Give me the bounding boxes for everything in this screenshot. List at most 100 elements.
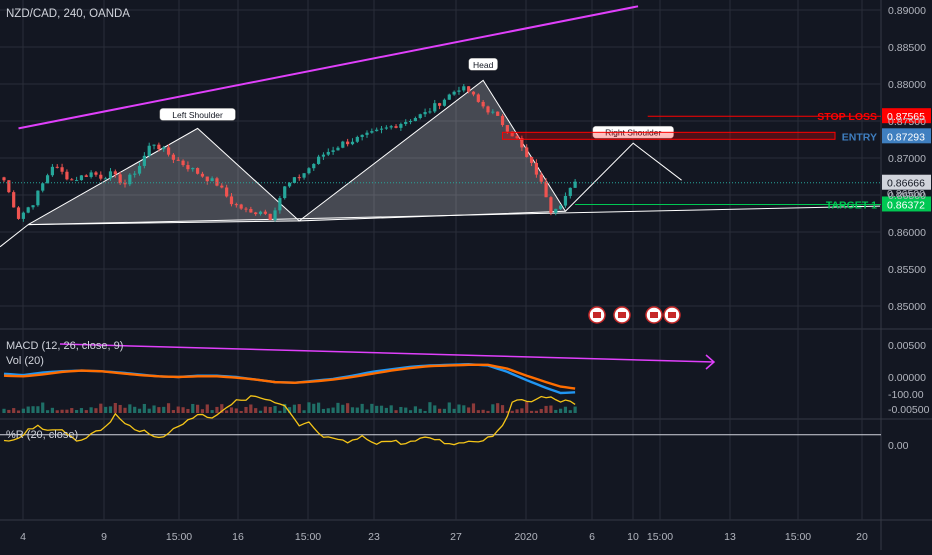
volume-bar (336, 402, 340, 413)
candle-body (55, 166, 59, 168)
volume-bar (152, 405, 156, 413)
candle-body (157, 144, 161, 150)
volume-bar (41, 402, 45, 413)
candle-body (408, 121, 413, 123)
candle-body (16, 207, 21, 219)
time-tick-label: 15:00 (166, 531, 192, 543)
candle-body (384, 127, 388, 129)
level-price-tag (882, 108, 931, 124)
volume-bar (346, 403, 350, 413)
candle-body (394, 126, 398, 128)
time-tick-label: 15:00 (785, 531, 811, 543)
candle-body (539, 174, 543, 182)
candle-body (500, 115, 505, 126)
candle-body (268, 213, 272, 220)
candle-body (84, 175, 88, 177)
candle-body (75, 180, 79, 182)
volume-bar (365, 409, 369, 413)
volume-bar (486, 410, 490, 413)
candle-body (423, 112, 427, 115)
candle-body (491, 111, 495, 113)
volume-bar (210, 410, 214, 413)
candle-body (457, 90, 461, 92)
volume-bar (471, 403, 476, 413)
level-price-value: 0.86372 (887, 199, 925, 211)
volume-bar (166, 403, 171, 413)
volume-bar (65, 409, 69, 413)
volume-bar (375, 405, 379, 413)
candle-body (355, 136, 359, 142)
candle-body (312, 163, 316, 169)
volume-bar (99, 403, 103, 413)
volume-bar (379, 405, 384, 413)
candle-body (79, 175, 84, 181)
volume-bar (162, 406, 166, 413)
volume-bar (389, 405, 393, 413)
hidden-price-tick: 0.86500 (887, 188, 925, 200)
candle-body (365, 132, 369, 135)
volume-bar (89, 407, 93, 413)
volume-bar (26, 406, 30, 413)
candle-body (118, 174, 122, 184)
candle-body (215, 178, 219, 186)
volume-bar (399, 406, 403, 413)
candle-body (278, 198, 282, 211)
candle-body (104, 178, 108, 180)
candle-body (549, 197, 553, 213)
neckline-left (0, 224, 29, 248)
volume-bar (70, 408, 74, 413)
candle-body (428, 111, 432, 113)
volume-bar (317, 402, 321, 413)
price-tick-label: 0.85000 (888, 301, 926, 313)
volume-bar (442, 408, 447, 413)
level-name-label: STOP LOSS (817, 111, 877, 123)
time-tick-label: 15:00 (647, 531, 673, 543)
volume-bar (331, 407, 335, 413)
volume-bar (84, 410, 88, 413)
volume-bar (549, 405, 553, 413)
candle-body (404, 121, 408, 125)
annotation-label: Head (473, 60, 494, 70)
volume-bar (283, 403, 287, 413)
candle-body (234, 204, 238, 206)
volume-bar (370, 403, 374, 413)
candle-body (191, 168, 195, 170)
volume-bar (128, 404, 132, 413)
candle-body (326, 151, 330, 155)
volume-bar (225, 410, 229, 413)
candle-body (181, 160, 185, 166)
time-tick-label: 4 (20, 531, 26, 543)
event-flag-icon-mark (668, 312, 676, 318)
candle-body (176, 159, 180, 161)
last-price-tag (882, 174, 931, 190)
candle-body (515, 136, 519, 139)
level-price-tag (882, 196, 931, 212)
candle-body (239, 204, 243, 209)
candle-body (350, 141, 355, 145)
candle-body (89, 172, 93, 177)
event-flag-icon-mark (593, 312, 601, 318)
candle-body (205, 176, 209, 182)
volume-bar (287, 407, 292, 413)
candle-body (21, 212, 25, 219)
volume-bar (123, 407, 127, 413)
volume-bar (45, 410, 50, 413)
candle-body (346, 141, 350, 145)
candle-body (496, 111, 500, 116)
time-tick-label: 10 (627, 531, 639, 543)
candle-body (283, 186, 287, 199)
signal-line (3, 363, 576, 390)
candle-body (389, 126, 393, 128)
candle-body (559, 205, 563, 209)
candle-body (137, 165, 142, 174)
volume-bar (16, 410, 21, 413)
volume-bar (186, 408, 190, 413)
volume-bar (50, 407, 54, 413)
volume-bar (500, 405, 505, 413)
candle-body (370, 131, 374, 133)
candle-body (31, 205, 35, 208)
candle-body (26, 207, 30, 213)
candle-body (123, 183, 127, 185)
volume-bar (418, 408, 422, 413)
